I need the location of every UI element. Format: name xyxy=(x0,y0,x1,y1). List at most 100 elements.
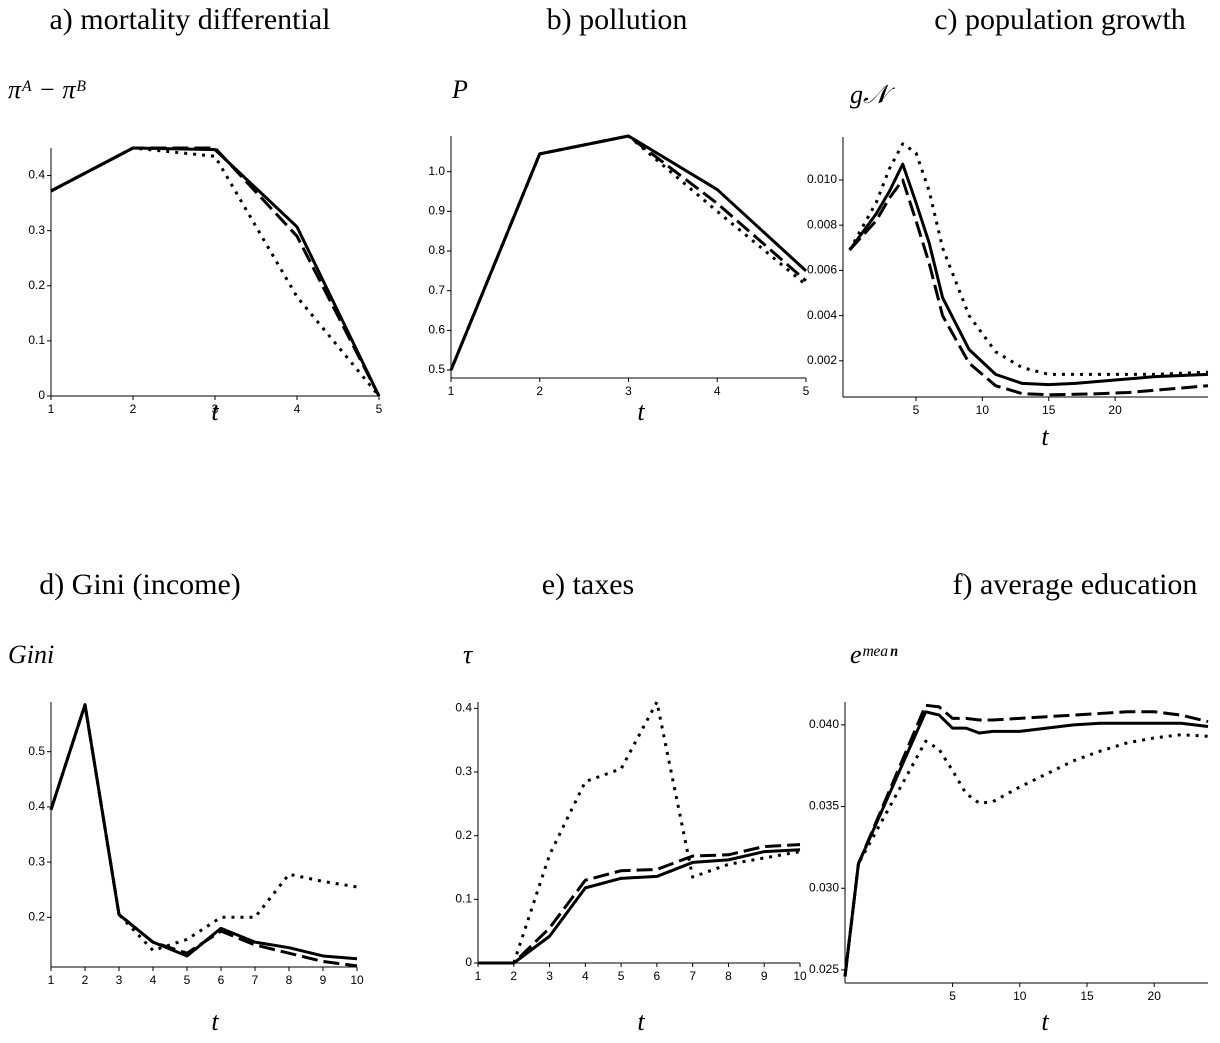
y-tick-label: 0.8 xyxy=(428,243,445,257)
x-tick-label: 6 xyxy=(654,969,661,983)
line-dashed xyxy=(449,134,807,371)
x-tick-label: 1 xyxy=(448,384,455,398)
line-dotted xyxy=(843,733,1209,977)
x-tick-label: 2 xyxy=(536,384,543,398)
x-tick-label: 15 xyxy=(1042,403,1056,417)
line-dashed xyxy=(478,843,801,965)
x-tick-label: 4 xyxy=(294,402,301,416)
x-tick-label: 6 xyxy=(218,973,225,987)
x-axis-label: t xyxy=(1041,422,1049,451)
y-tick-label: 0.030 xyxy=(809,880,839,894)
x-axis-label: t xyxy=(637,1007,645,1036)
line-solid xyxy=(843,710,1209,977)
y-tick-label: 0.002 xyxy=(807,353,837,367)
y-tick-label: 0.035 xyxy=(809,799,839,813)
x-axis-label: t xyxy=(1041,1007,1049,1036)
line-dotted xyxy=(848,142,1209,376)
line-dotted xyxy=(478,700,801,965)
y-tick-label: 0.008 xyxy=(807,217,837,231)
x-tick-label: 2 xyxy=(82,973,89,987)
x-tick-label: 10 xyxy=(1013,989,1027,1003)
x-tick-label: 15 xyxy=(1080,989,1094,1003)
x-tick-label: 10 xyxy=(350,973,364,987)
x-axis-label: t xyxy=(211,397,219,426)
line-solid xyxy=(50,146,381,397)
x-tick-label: 7 xyxy=(252,973,259,987)
line-dotted xyxy=(50,146,381,397)
x-tick-label: 8 xyxy=(286,973,293,987)
line-dashed xyxy=(49,703,358,968)
x-tick-label: 9 xyxy=(320,973,327,987)
y-axis-label: eᵐᵉᵃⁿ xyxy=(850,640,899,669)
x-tick-label: 5 xyxy=(618,969,625,983)
x-tick-label: 4 xyxy=(714,384,721,398)
y-tick-label: 0.2 xyxy=(28,278,45,292)
x-axis-label: t xyxy=(637,397,645,426)
y-tick-label: 0.1 xyxy=(455,892,472,906)
y-tick-label: 0.5 xyxy=(428,362,445,376)
x-tick-label: 3 xyxy=(212,402,219,416)
line-dotted xyxy=(449,134,807,371)
y-tick-label: 1.0 xyxy=(428,164,445,178)
y-tick-label: 0.4 xyxy=(28,168,45,182)
x-tick-label: 5 xyxy=(184,973,191,987)
y-axis-label: τ xyxy=(463,640,474,669)
x-tick-label: 1 xyxy=(48,402,55,416)
y-axis-label: πᴬ − πᴮ xyxy=(8,75,86,104)
panel-title: c) population growth xyxy=(934,3,1186,36)
y-tick-label: 0.3 xyxy=(28,223,45,237)
line-dashed xyxy=(50,146,381,397)
x-tick-label: 4 xyxy=(150,973,157,987)
panel-title: f) average education xyxy=(953,568,1198,601)
x-tick-label: 2 xyxy=(510,969,517,983)
x-tick-label: 3 xyxy=(546,969,553,983)
line-solid xyxy=(478,848,801,965)
y-tick-label: 0.004 xyxy=(807,308,837,322)
x-tick-label: 20 xyxy=(1148,989,1162,1003)
panel-title: a) mortality differential xyxy=(49,3,330,36)
y-axis-label: Gini xyxy=(8,640,54,669)
x-tick-label: 5 xyxy=(949,989,956,1003)
y-tick-label: 0.1 xyxy=(28,333,45,347)
y-tick-label: 0.2 xyxy=(455,828,472,842)
x-axis-label: t xyxy=(211,1007,219,1036)
x-tick-label: 3 xyxy=(625,384,632,398)
y-tick-label: 0.3 xyxy=(455,764,472,778)
x-tick-label: 1 xyxy=(475,969,482,983)
x-tick-label: 4 xyxy=(582,969,589,983)
y-tick-label: 0.5 xyxy=(28,744,45,758)
y-axis-label: g𝒩 xyxy=(850,80,896,109)
x-tick-label: 20 xyxy=(1108,403,1122,417)
x-tick-label: 9 xyxy=(761,969,768,983)
y-tick-label: 0.4 xyxy=(455,701,472,715)
y-tick-label: 0 xyxy=(465,955,472,969)
panel-title: b) pollution xyxy=(547,3,688,36)
x-tick-label: 1 xyxy=(48,973,55,987)
y-tick-label: 0.4 xyxy=(28,799,45,813)
x-tick-label: 5 xyxy=(913,403,920,417)
y-tick-label: 0.025 xyxy=(809,962,839,976)
panel-title: e) taxes xyxy=(542,568,634,601)
x-tick-label: 7 xyxy=(689,969,696,983)
y-tick-label: 0.010 xyxy=(807,172,837,186)
line-solid xyxy=(848,162,1209,387)
line-solid xyxy=(49,703,358,961)
y-tick-label: 0.006 xyxy=(807,263,837,277)
y-tick-label: 0.7 xyxy=(428,283,445,297)
panel-title: d) Gini (income) xyxy=(39,568,241,601)
x-tick-label: 10 xyxy=(976,403,990,417)
x-tick-label: 5 xyxy=(803,384,810,398)
x-tick-label: 2 xyxy=(130,402,137,416)
y-tick-label: 0.6 xyxy=(428,323,445,337)
y-tick-label: 0.040 xyxy=(809,717,839,731)
y-tick-label: 0.9 xyxy=(428,204,445,218)
line-dashed xyxy=(848,178,1209,397)
line-dashed xyxy=(843,703,1209,977)
y-tick-label: 0.2 xyxy=(28,909,45,923)
y-axis-label: P xyxy=(451,75,468,104)
line-dotted xyxy=(49,703,358,952)
x-tick-label: 5 xyxy=(376,402,383,416)
x-tick-label: 3 xyxy=(116,973,123,987)
x-tick-label: 8 xyxy=(725,969,732,983)
